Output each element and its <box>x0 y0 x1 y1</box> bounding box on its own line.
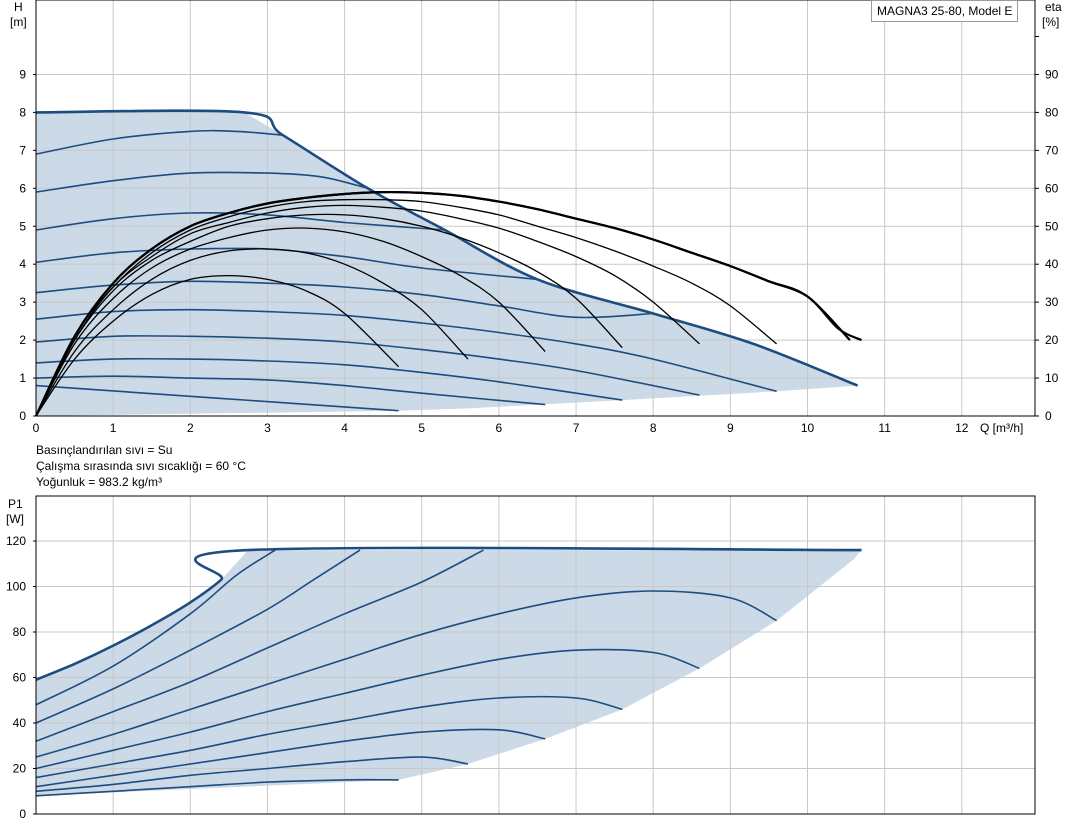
head-curve <box>35 211 445 231</box>
x-tick-label: 6 <box>496 421 503 435</box>
head-curve <box>35 280 654 319</box>
x-tick-label: 12 <box>955 421 969 435</box>
head-curve <box>35 129 283 155</box>
power-curve <box>35 756 469 793</box>
y-tick-label: 3 <box>19 295 26 309</box>
y-tick-label: 0 <box>19 409 26 423</box>
y-tick-label: 4 <box>19 257 26 271</box>
p1-tick-label: 120 <box>6 534 26 548</box>
power-curve <box>35 728 546 788</box>
x-tick-label: 0 <box>33 421 40 435</box>
head-curve <box>35 171 368 193</box>
x-tick-label: 8 <box>650 421 657 435</box>
x-tick-label: 11 <box>878 421 891 435</box>
x-tick-label: 1 <box>110 421 117 435</box>
efficiency-curve <box>35 274 400 417</box>
efficiency-curve <box>35 198 778 417</box>
eta-tick-label: 70 <box>1045 143 1059 157</box>
eta-tick-label: 50 <box>1045 219 1059 233</box>
p1-tick-label: 100 <box>6 580 26 594</box>
eta-tick-label: 20 <box>1045 333 1059 347</box>
eta-tick-label: 40 <box>1045 257 1059 271</box>
power-curve-max <box>35 546 862 681</box>
power-curve <box>35 549 276 706</box>
p1-tick-label: 40 <box>13 716 27 730</box>
p1-tick-label: 60 <box>13 671 27 685</box>
fluid-info: Basınçlandırılan sıvı = Su Çalışma sıras… <box>36 442 246 490</box>
efficiency-curve <box>35 190 851 417</box>
eta-axis-unit: [%] <box>1042 15 1059 29</box>
p1-tick-label: 20 <box>13 762 27 776</box>
x-axis-label: Q [m³/h] <box>980 421 1023 435</box>
y-tick-label: 8 <box>19 105 26 119</box>
eta-axis-label: eta <box>1045 0 1062 14</box>
head-curve <box>35 375 546 406</box>
y-tick-label: 6 <box>19 181 26 195</box>
model-label: MAGNA3 25-80, Model E <box>871 0 1019 22</box>
fluid-temperature: Çalışma sırasında sıvı sıcaklığı = 60 °C <box>36 459 246 473</box>
eta-tick-label: 60 <box>1045 181 1059 195</box>
power-curve <box>35 549 361 724</box>
efficiency-curve <box>35 248 469 417</box>
top-plot-frame <box>35 0 1036 417</box>
power-chart: 0 20 40 60 80 100 120 P1[W] <box>6 495 1036 821</box>
y-tick-label: 2 <box>19 333 26 347</box>
eta-tick-label: 90 <box>1045 67 1059 81</box>
x-tick-label: 9 <box>727 421 734 435</box>
eta-tick-label: 10 <box>1045 371 1059 385</box>
eta-tick-label: 30 <box>1045 295 1059 309</box>
head-curve <box>35 384 399 412</box>
efficiency-curve <box>35 227 546 417</box>
y-tick-label: 7 <box>19 143 26 157</box>
y-tick-label: 9 <box>19 67 26 81</box>
p1-axis-unit: [W] <box>6 512 24 526</box>
efficiency-curve <box>35 204 700 417</box>
x-tick-label: 7 <box>573 421 580 435</box>
head-curve <box>35 308 777 393</box>
fluid-liquid: Basınçlandırılan sıvı = Su <box>36 443 173 457</box>
bottom-plot-frame <box>35 495 1036 815</box>
y-tick-label: 5 <box>19 219 26 233</box>
head-curve <box>35 335 700 396</box>
power-curve <box>35 590 777 758</box>
x-tick-label: 2 <box>187 421 194 435</box>
x-tick-label: 10 <box>801 421 815 435</box>
y-axis-label: H <box>14 0 23 14</box>
power-curve <box>35 778 399 797</box>
fluid-density: Yoğunluk = 983.2 kg/m³ <box>36 475 162 489</box>
eta-tick-label: 0 <box>1045 409 1052 423</box>
x-tick-label: 3 <box>264 421 271 435</box>
p1-axis-label: P1 <box>8 497 23 511</box>
p1-tick-label: 0 <box>19 807 26 821</box>
power-curve <box>35 549 484 742</box>
x-tick-label: 4 <box>341 421 348 435</box>
p1-tick-label: 80 <box>13 625 27 639</box>
power-curve <box>35 648 700 770</box>
efficiency-curve <box>35 213 623 417</box>
y-tick-label: 1 <box>19 371 26 385</box>
power-curve <box>35 695 623 779</box>
head-curve <box>35 357 623 401</box>
y-axis-unit: [m] <box>10 15 27 29</box>
eta-tick-label: 80 <box>1045 105 1059 119</box>
head-efficiency-chart: 0 1 2 3 4 5 6 7 8 9 10 11 12 Q [m³/h]0123456789H[m]01… <box>10 0 1062 435</box>
x-tick-label: 5 <box>418 421 425 435</box>
power-operating-area <box>36 550 862 796</box>
